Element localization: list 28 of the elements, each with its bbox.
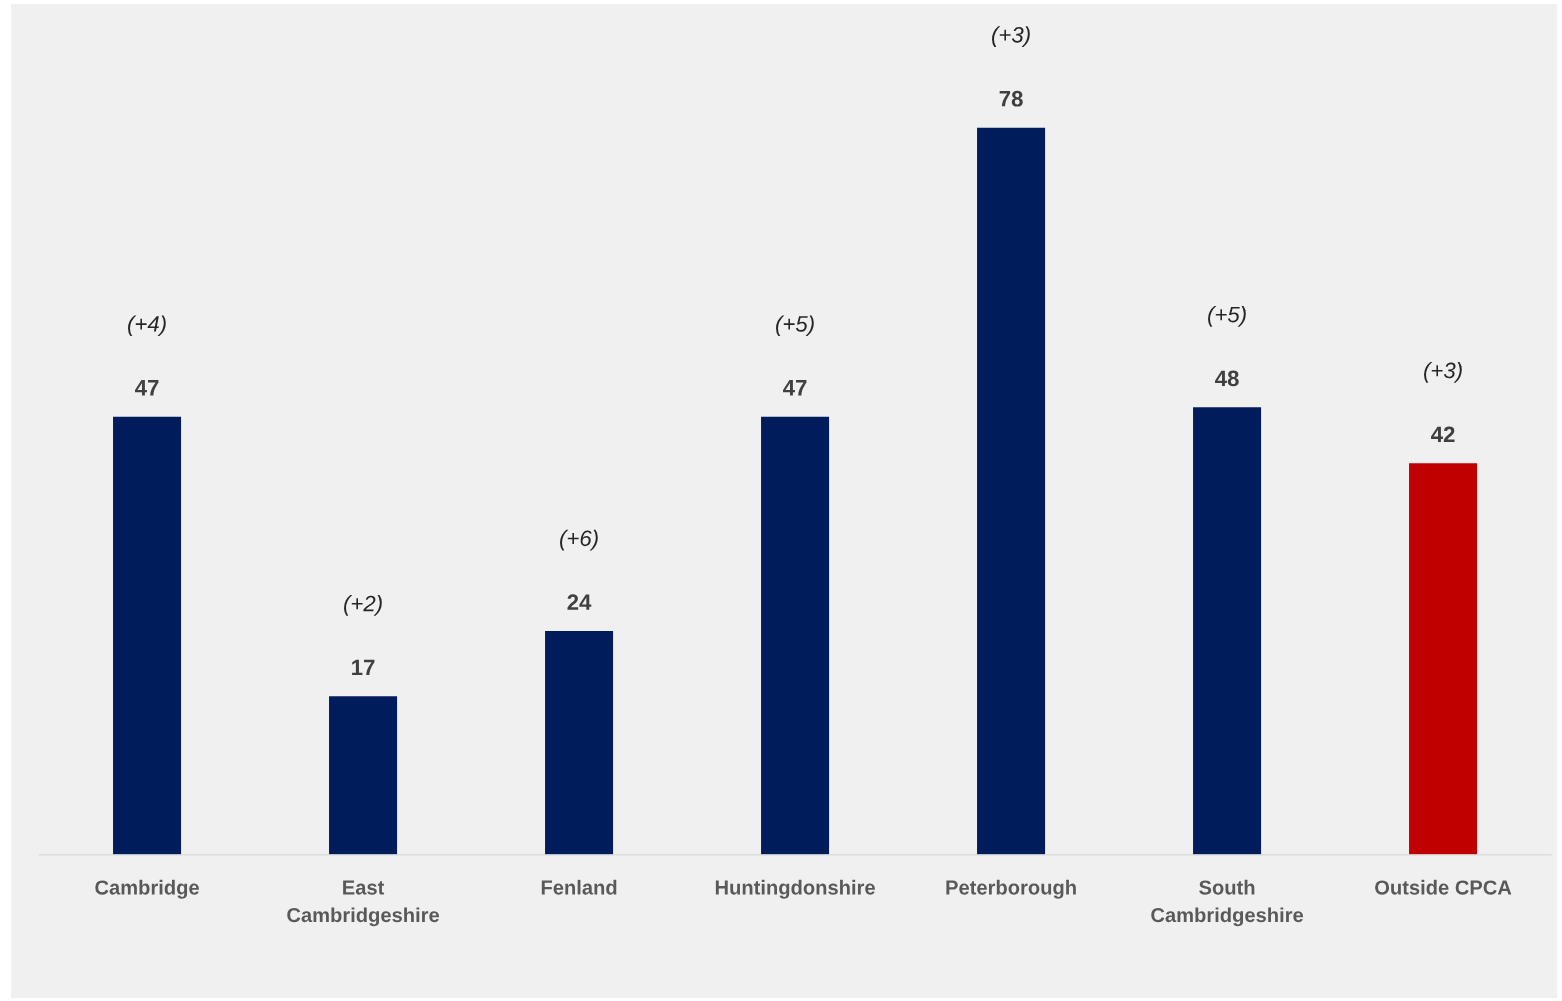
annotation: (+6) [560, 529, 598, 551]
bar [977, 127, 1046, 855]
x-tick-label: Huntingdonshire [715, 879, 875, 899]
x-tick-label: East Cambridgeshire [287, 880, 440, 927]
annotation: (+3) [1424, 362, 1462, 383]
bar [329, 696, 398, 855]
annotation: (+5) [776, 315, 814, 337]
bar [761, 416, 830, 855]
x-tick-label: Peterborough [946, 879, 1076, 899]
bar [545, 631, 614, 855]
data-label: 47 [783, 380, 807, 396]
annotation: (+2) [344, 595, 382, 616]
data-label: 78 [999, 90, 1023, 107]
annotation: (+4) [128, 315, 166, 337]
x-tick-label: Cambridge [95, 879, 199, 899]
bar [113, 416, 182, 855]
bar [1193, 407, 1262, 855]
data-label: 17 [352, 659, 375, 676]
x-tick-label: Fenland [541, 879, 617, 895]
data-label: 24 [567, 594, 592, 610]
text: (+3) [992, 26, 1030, 48]
x-tick-label: Outside CPCA [1375, 879, 1512, 895]
bar [1409, 463, 1478, 855]
data-label: 47 [135, 380, 159, 396]
data-label: 48 [1215, 370, 1239, 387]
data-label: 42 [1431, 426, 1455, 442]
annotation: (+5) [1208, 306, 1246, 327]
x-tick-label: South Cambridgeshire [1151, 879, 1304, 927]
